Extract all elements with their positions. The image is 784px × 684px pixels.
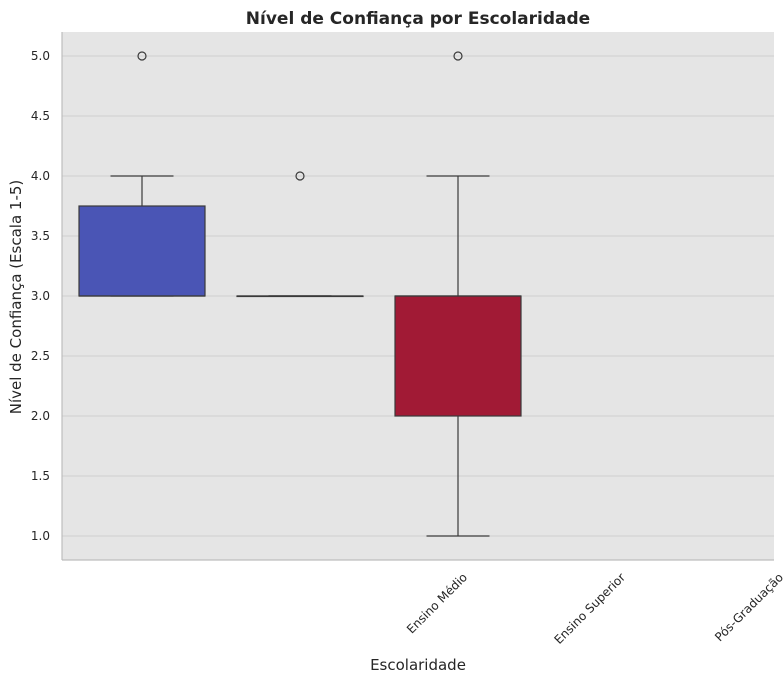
y-tick-label: 1.0 (31, 529, 50, 543)
y-tick-label: 3.0 (31, 289, 50, 303)
y-axis-label: Nível de Confiança (Escala 1-5) (7, 180, 25, 415)
box-group (78, 51, 206, 297)
outlier-point (453, 51, 463, 61)
x-axis-label: Escolaridade (370, 656, 466, 674)
y-tick-label: 2.5 (31, 349, 50, 363)
x-tick-label: Ensino Médio (404, 570, 470, 636)
box-group (236, 171, 364, 298)
chart-title: Nível de Confiança por Escolaridade (246, 9, 590, 29)
x-ticks: Ensino Médio Ensino Superior Pós-Graduação (404, 570, 784, 647)
y-tick-label: 3.5 (31, 229, 50, 243)
y-tick-label: 5.0 (31, 49, 50, 63)
y-ticks: 1.0 1.5 2.0 2.5 3.0 3.5 4.0 4.5 5.0 (31, 49, 50, 543)
outlier-point (295, 171, 305, 181)
box (78, 205, 206, 297)
outlier-point (137, 51, 147, 61)
x-tick-label: Ensino Superior (552, 570, 629, 647)
box-group (394, 51, 522, 537)
y-tick-label: 1.5 (31, 469, 50, 483)
box (394, 295, 522, 417)
axes (61, 32, 774, 561)
boxes (78, 51, 522, 537)
y-tick-label: 4.5 (31, 109, 50, 123)
x-tick-label: Pós-Graduação (712, 570, 784, 644)
y-tick-label: 4.0 (31, 169, 50, 183)
y-tick-label: 2.0 (31, 409, 50, 423)
